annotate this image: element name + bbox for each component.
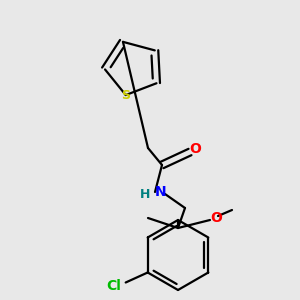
- Text: O: O: [210, 211, 222, 225]
- Text: H: H: [140, 188, 150, 200]
- Text: O: O: [189, 142, 201, 156]
- Text: Cl: Cl: [106, 278, 121, 292]
- Text: N: N: [155, 185, 167, 199]
- Text: S: S: [121, 88, 130, 101]
